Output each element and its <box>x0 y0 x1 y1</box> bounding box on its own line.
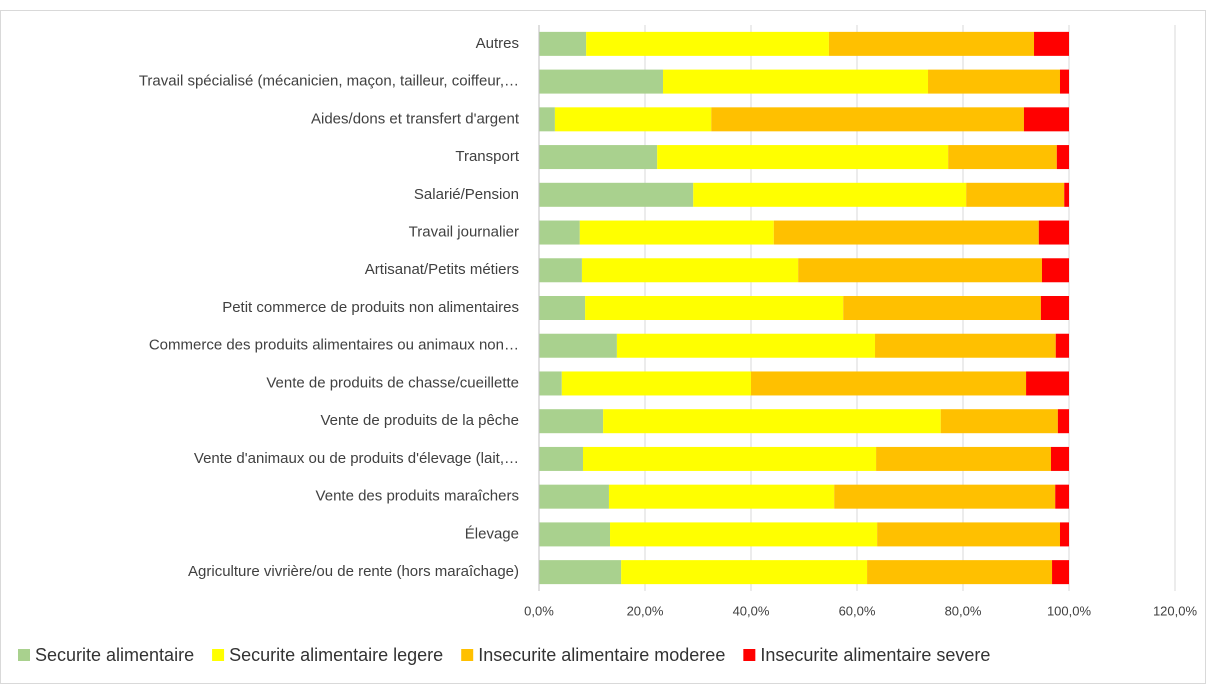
bar-segment <box>581 258 799 283</box>
legend-label: Securite alimentaire <box>35 645 194 665</box>
bar-segment <box>582 446 877 471</box>
bar-segment <box>966 182 1065 207</box>
bar-segment <box>1064 182 1069 207</box>
bar-segment <box>561 371 751 396</box>
bar-segment <box>798 258 1042 283</box>
legend-label: Insecurite alimentaire moderee <box>478 645 725 665</box>
y-tick-label: Travail spécialisé (mécanicien, maçon, t… <box>139 73 519 90</box>
y-tick-label: Petit commerce de produits non alimentai… <box>222 299 519 316</box>
bar-segment <box>1057 409 1069 434</box>
x-tick-label: 40,0% <box>733 603 770 618</box>
bar-segment <box>621 560 868 585</box>
y-tick-label: Vente de produits de chasse/cueillette <box>266 374 519 391</box>
y-tick-label: Aides/dons et transfert d'argent <box>311 110 520 127</box>
bar-segment <box>1050 446 1069 471</box>
bar-segment <box>586 31 829 56</box>
bar-segment <box>1055 333 1069 358</box>
bar-segment <box>1040 296 1069 320</box>
bar-segment <box>610 522 878 547</box>
y-tick-label: Commerce des produits alimentaires ou an… <box>149 337 519 354</box>
y-tick-label: Agriculture vivrière/ou de rente (hors m… <box>188 563 519 580</box>
bar-segment <box>585 296 844 320</box>
bar-segment <box>1059 522 1069 547</box>
bar-segment <box>554 107 712 132</box>
bar-segment <box>539 522 611 547</box>
x-tick-label: 60,0% <box>839 603 876 618</box>
bar-segment <box>875 333 1056 358</box>
bar-segment <box>1026 371 1069 396</box>
bar-segment <box>539 446 583 471</box>
bar-segment <box>834 484 1056 509</box>
x-tick-label: 0,0% <box>524 603 554 618</box>
bar-segment <box>1056 145 1069 170</box>
bar-segment <box>539 258 582 283</box>
bar-segment <box>1038 220 1069 245</box>
y-tick-label: Vente de produits de la pêche <box>321 412 520 429</box>
x-tick-label: 20,0% <box>627 603 664 618</box>
bar-segment <box>773 220 1039 245</box>
y-tick-label: Autres <box>476 35 519 52</box>
bar-segment <box>843 296 1041 320</box>
legend-label: Insecurite alimentaire severe <box>760 645 990 665</box>
bar-segment <box>877 522 1060 547</box>
legend-swatch <box>212 649 225 661</box>
bar-segment <box>1034 31 1069 56</box>
bar-segment <box>608 484 835 509</box>
bar-segment <box>539 333 617 358</box>
bar-segment <box>876 446 1051 471</box>
y-tick-label: Vente des produits maraîchers <box>316 488 519 505</box>
bar-segment <box>539 296 586 320</box>
bar-segment <box>663 69 929 94</box>
y-tick-label: Vente d'animaux ou de produits d'élevage… <box>194 450 519 467</box>
bar-segment <box>603 409 941 434</box>
legend-label: Securite alimentaire legere <box>229 645 443 665</box>
legend-swatch <box>461 649 474 661</box>
bar-segment <box>539 31 587 56</box>
bar-segment <box>539 182 694 207</box>
bar-segment <box>1023 107 1069 132</box>
y-tick-label: Transport <box>455 148 519 165</box>
bar-segment <box>539 69 664 94</box>
bar-segment <box>1059 69 1069 94</box>
bar-segment <box>751 371 1027 396</box>
bar-segment <box>928 69 1060 94</box>
bar-segment <box>828 31 1035 56</box>
bar-segment <box>539 409 604 434</box>
bar-segment <box>616 333 876 358</box>
bar-segment <box>1041 258 1069 283</box>
bar-segment <box>940 409 1058 434</box>
x-tick-label: 80,0% <box>945 603 982 618</box>
bar-segment <box>539 220 580 245</box>
bar-segment <box>539 107 555 132</box>
bar-segment <box>948 145 1057 170</box>
x-tick-label: 120,0% <box>1153 603 1198 618</box>
legend-swatch <box>743 649 756 661</box>
y-tick-label: Salarié/Pension <box>414 186 519 203</box>
y-tick-label: Élevage <box>465 525 519 542</box>
bar-segment <box>657 145 949 170</box>
x-tick-label: 100,0% <box>1047 603 1092 618</box>
y-tick-label: Travail journalier <box>409 224 519 241</box>
bar-segment <box>711 107 1024 132</box>
bar-segment <box>1055 484 1069 509</box>
y-tick-label: Artisanat/Petits métiers <box>365 261 519 278</box>
bar-segment <box>867 560 1053 585</box>
bar-segment <box>579 220 774 245</box>
bar-segment <box>539 371 562 396</box>
bar-segment <box>539 560 622 585</box>
bar-segment <box>1052 560 1069 585</box>
legend-swatch <box>18 649 30 661</box>
bar-segment <box>693 182 967 207</box>
bar-segment <box>539 484 609 509</box>
bar-segment <box>539 145 658 170</box>
